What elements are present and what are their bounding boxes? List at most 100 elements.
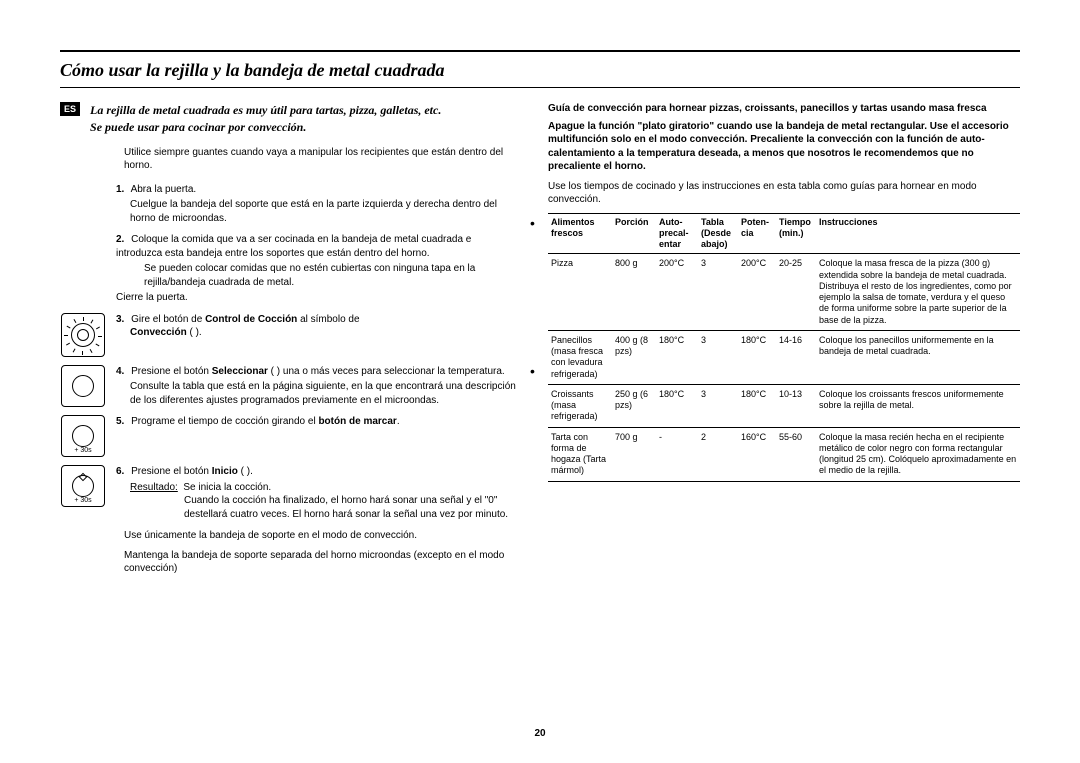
table-row: Pizza 800 g 200°C 3 200°C 20-25 Coloque … xyxy=(548,254,1020,331)
page-number: 20 xyxy=(534,728,545,739)
cell-power: 160°C xyxy=(738,427,776,481)
step-2c: Cierre la puerta. xyxy=(116,291,520,305)
left-column: ES La rejilla de metal cuadrada es muy ú… xyxy=(60,102,520,576)
bottom-note-1: Use únicamente la bandeja de soporte en … xyxy=(124,529,520,543)
step-5c: . xyxy=(397,416,400,427)
cell-plate: 2 xyxy=(698,427,738,481)
table-bullet-icon: • xyxy=(530,363,535,379)
step-3d: Convección xyxy=(130,327,187,338)
cell-power: 200°C xyxy=(738,254,776,331)
cell-instr: Coloque los panecillos uniformemente en … xyxy=(816,330,1020,384)
step-num: 2. xyxy=(116,234,124,245)
guide-p2: Use los tiempos de cocinado y las instru… xyxy=(548,180,1020,207)
table-row: Tarta con forma de hogaza (Tarta mármol)… xyxy=(548,427,1020,481)
step-6b: Inicio xyxy=(212,466,238,477)
cell-portion: 250 g (6 pzs) xyxy=(612,384,656,427)
step-3c: al símbolo de xyxy=(297,314,359,325)
cell-instr: Coloque los croissants frescos uniformem… xyxy=(816,384,1020,427)
table-body: Pizza 800 g 200°C 3 200°C 20-25 Coloque … xyxy=(548,254,1020,481)
th-power: Poten-cia xyxy=(738,213,776,254)
step-num: 4. xyxy=(116,366,124,377)
step-4: 4. Presione el botón Seleccionar ( ) una… xyxy=(60,365,520,408)
table-bullet-icon: • xyxy=(530,215,535,231)
intro-note: Utilice siempre guantes cuando vaya a ma… xyxy=(124,146,520,173)
cell-preheat: - xyxy=(656,427,698,481)
step-6d: Resultado: xyxy=(130,482,178,493)
cell-instr: Coloque la masa recién hecha en el recip… xyxy=(816,427,1020,481)
step-num: 5. xyxy=(116,416,124,427)
step-6c: ( ). xyxy=(238,466,253,477)
cell-food: Pizza xyxy=(548,254,612,331)
step-5: + 30s 5. Programe el tiempo de cocción g… xyxy=(60,415,520,457)
step-3b: Control de Cocción xyxy=(205,314,297,325)
step-6f: Cuando la cocción ha finalizado, el horn… xyxy=(184,494,520,521)
step-num: 1. xyxy=(116,184,124,195)
select-knob-icon xyxy=(61,365,105,407)
cell-time: 14-16 xyxy=(776,330,816,384)
th-portion: Porción xyxy=(612,213,656,254)
timer-knob-icon: + 30s xyxy=(61,415,105,457)
th-instr: Instrucciones xyxy=(816,213,1020,254)
top-rule xyxy=(60,50,1020,52)
step-3a: Gire el botón de xyxy=(131,314,205,325)
cell-portion: 700 g xyxy=(612,427,656,481)
cell-portion: 400 g (8 pzs) xyxy=(612,330,656,384)
step-3e: ( ). xyxy=(187,327,202,338)
two-column-layout: ES La rejilla de metal cuadrada es muy ú… xyxy=(60,102,1020,576)
step-2a: Coloque la comida que va a ser cocinada … xyxy=(116,234,471,259)
intro-line2: Se puede usar para cocinar por convecció… xyxy=(90,120,306,134)
title-rule xyxy=(60,87,1020,88)
step-2b: Se pueden colocar comidas que no estén c… xyxy=(144,262,520,289)
cell-portion: 800 g xyxy=(612,254,656,331)
step-1b: Cuelgue la bandeja del soporte que está … xyxy=(130,198,520,225)
cell-preheat: 180°C xyxy=(656,330,698,384)
step-4a: Presione el botón xyxy=(131,366,212,377)
cell-time: 10-13 xyxy=(776,384,816,427)
step-4b: Seleccionar xyxy=(212,366,268,377)
step-3: 3. Gire el botón de Control de Cocción a… xyxy=(60,313,520,357)
cell-power: 180°C xyxy=(738,330,776,384)
th-plate: Tabla (Desde abajo) xyxy=(698,213,738,254)
step-num: 3. xyxy=(116,314,124,325)
step-6e: Se inicia la cocción. xyxy=(183,482,271,493)
convection-guide-table: Alimentos frescos Porción Auto-precal-en… xyxy=(548,213,1020,482)
th-food: Alimentos frescos xyxy=(548,213,612,254)
th-preheat: Auto-precal-entar xyxy=(656,213,698,254)
step-2: 2. Coloque la comida que va a ser cocina… xyxy=(60,233,520,305)
page-title: Cómo usar la rejilla y la bandeja de met… xyxy=(60,60,1020,81)
cell-plate: 3 xyxy=(698,254,738,331)
cell-food: Croissants (masa refrigerada) xyxy=(548,384,612,427)
cell-time: 55-60 xyxy=(776,427,816,481)
step-5b: botón de marcar xyxy=(318,416,396,427)
cell-plate: 3 xyxy=(698,384,738,427)
bottom-note-2: Mantenga la bandeja de soporte separada … xyxy=(124,549,520,576)
control-dial-icon xyxy=(61,313,105,357)
right-column: Guía de convección para hornear pizzas, … xyxy=(548,102,1020,576)
step-1a: Abra la puerta. xyxy=(131,184,197,195)
cell-power: 180°C xyxy=(738,384,776,427)
table-row: Panecillos (masa fresca con levadura ref… xyxy=(548,330,1020,384)
step-4d: Consulte la tabla que está en la página … xyxy=(130,380,520,407)
step-6a: Presione el botón xyxy=(131,466,212,477)
table-header-row: Alimentos frescos Porción Auto-precal-en… xyxy=(548,213,1020,254)
lang-badge: ES xyxy=(60,102,80,116)
cell-preheat: 200°C xyxy=(656,254,698,331)
cell-food: Panecillos (masa fresca con levadura ref… xyxy=(548,330,612,384)
intro-text: La rejilla de metal cuadrada es muy útil… xyxy=(90,102,441,136)
cell-plate: 3 xyxy=(698,330,738,384)
guide-heading: Guía de convección para hornear pizzas, … xyxy=(548,102,1020,116)
th-time: Tiempo (min.) xyxy=(776,213,816,254)
cell-preheat: 180°C xyxy=(656,384,698,427)
guide-p1: Apague la función "plato giratorio" cuan… xyxy=(548,120,1020,174)
step-num: 6. xyxy=(116,466,124,477)
step-6: + 30s 6. Presione el botón Inicio ( ). R… xyxy=(60,465,520,521)
cell-instr: Coloque la masa fresca de la pizza (300 … xyxy=(816,254,1020,331)
step-4c: ( ) una o más veces para seleccionar la … xyxy=(268,366,505,377)
cell-time: 20-25 xyxy=(776,254,816,331)
start-knob-icon: + 30s xyxy=(61,465,105,507)
step-5a: Programe el tiempo de cocción girando el xyxy=(131,416,318,427)
cell-food: Tarta con forma de hogaza (Tarta mármol) xyxy=(548,427,612,481)
table-row: Croissants (masa refrigerada) 250 g (6 p… xyxy=(548,384,1020,427)
step-1: 1. Abra la puerta. Cuelgue la bandeja de… xyxy=(60,183,520,226)
intro-line1: La rejilla de metal cuadrada es muy útil… xyxy=(90,103,441,117)
